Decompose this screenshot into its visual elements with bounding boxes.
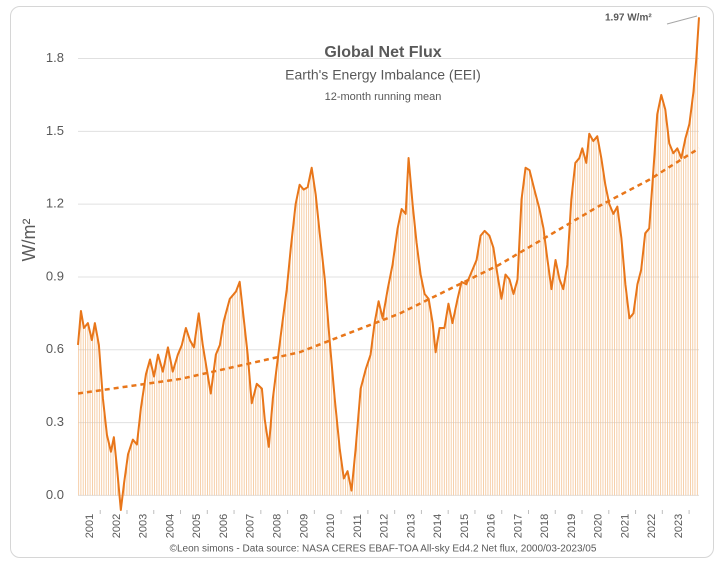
data-line bbox=[77, 17, 700, 511]
x-tick-label: 2013 bbox=[405, 514, 417, 538]
source-note: ©Leon simons - Data source: NASA CERES E… bbox=[170, 544, 597, 555]
y-tick-label: 1.8 bbox=[46, 50, 64, 65]
x-tick-label: 2014 bbox=[432, 514, 444, 538]
y-tick-label: 1.5 bbox=[46, 123, 64, 138]
y-tick-label: 0.9 bbox=[46, 268, 64, 283]
annotation-leader bbox=[666, 15, 698, 25]
y-tick-label: 1.2 bbox=[46, 196, 64, 211]
x-tick-label: 2020 bbox=[593, 514, 605, 538]
x-tick-label: 2009 bbox=[298, 514, 310, 538]
x-tick-label: 2010 bbox=[325, 514, 337, 538]
x-tick-label: 2021 bbox=[619, 514, 631, 538]
chart-title: Global Net Flux bbox=[324, 44, 441, 61]
x-tick-label: 2008 bbox=[271, 514, 283, 538]
x-tick-label: 2015 bbox=[459, 514, 471, 538]
y-axis-label: W/m² bbox=[19, 219, 39, 262]
x-tick-label: 2005 bbox=[191, 514, 203, 538]
annotation: 1.97 W/m² bbox=[605, 13, 652, 24]
x-tick-label: 2011 bbox=[352, 514, 364, 538]
x-tick-label: 2012 bbox=[379, 514, 391, 538]
x-tick-label: 2018 bbox=[539, 514, 551, 538]
x-tick-label: 2006 bbox=[218, 514, 230, 538]
chart-subsubtitle: 12-month running mean bbox=[325, 91, 442, 103]
x-tick-label: 2019 bbox=[566, 514, 578, 538]
x-tick-label: 2002 bbox=[111, 514, 123, 538]
x-tick-label: 2001 bbox=[84, 514, 96, 538]
chart-subtitle: Earth's Energy Imbalance (EEI) bbox=[285, 67, 481, 83]
x-tick-label: 2016 bbox=[486, 514, 498, 538]
y-tick-label: 0.0 bbox=[46, 487, 64, 502]
area-fill bbox=[78, 17, 699, 510]
trend-line bbox=[77, 147, 700, 395]
x-tick-label: 2004 bbox=[164, 514, 176, 538]
chart-card bbox=[10, 6, 714, 558]
y-tick-label: 0.6 bbox=[46, 341, 64, 356]
x-tick-label: 2017 bbox=[512, 514, 524, 538]
x-tick-label: 2022 bbox=[646, 514, 658, 538]
x-tick-label: 2023 bbox=[673, 514, 685, 538]
y-tick-label: 0.3 bbox=[46, 414, 64, 429]
x-tick-label: 2007 bbox=[245, 514, 257, 538]
x-tick-label: 2003 bbox=[138, 514, 150, 538]
